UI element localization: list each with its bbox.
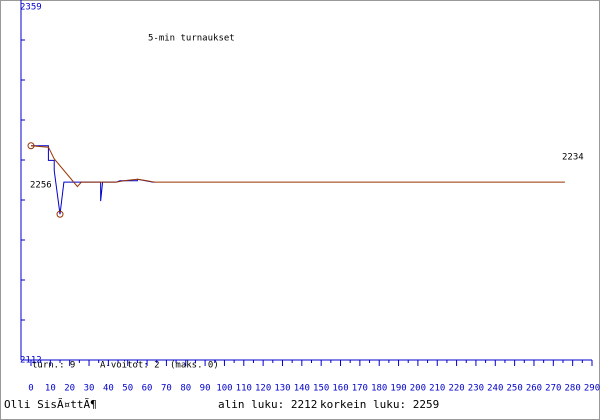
x-tick-label: 220 — [448, 384, 464, 394]
x-tick-label: 110 — [236, 384, 252, 394]
x-tick-label: 130 — [274, 384, 290, 394]
footer-high: korkein luku: 2259 — [320, 398, 439, 411]
x-tick-label: 0 — [28, 384, 33, 394]
series-line — [30, 145, 565, 188]
series-line — [31, 145, 155, 215]
x-tick-label: 280 — [565, 384, 581, 394]
chart-title: 5-min turnaukset — [148, 34, 235, 44]
y-tick-label: 2359 — [20, 3, 42, 13]
x-tick-label: 140 — [294, 384, 310, 394]
stat: A-voitot: 2 — [100, 361, 160, 371]
x-tick-label: 230 — [468, 384, 484, 394]
extreme-marker — [27, 142, 35, 150]
stat: turn.: 9 — [32, 361, 75, 371]
annotation: 2234 — [562, 153, 584, 163]
annotation: 2256 — [30, 181, 52, 191]
x-tick-label: 150 — [313, 384, 329, 394]
x-tick-label: 260 — [526, 384, 542, 394]
x-tick-label: 120 — [255, 384, 271, 394]
x-tick-label: 50 — [122, 384, 133, 394]
x-tick-label: 70 — [161, 384, 172, 394]
x-tick-label: 240 — [487, 384, 503, 394]
extreme-marker — [56, 210, 64, 218]
footer-low: alin luku: 2212 — [218, 398, 317, 411]
x-tick-label: 170 — [352, 384, 368, 394]
x-tick-label: 10 — [45, 384, 56, 394]
x-tick-label: 40 — [103, 384, 114, 394]
x-tick-label: 30 — [84, 384, 95, 394]
x-tick-label: 180 — [371, 384, 387, 394]
x-tick-label: 160 — [332, 384, 348, 394]
x-tick-label: 200 — [410, 384, 426, 394]
x-tick-label: 250 — [506, 384, 522, 394]
x-tick-label: 190 — [390, 384, 406, 394]
x-tick-label: 100 — [216, 384, 232, 394]
x-tick-label: 270 — [545, 384, 561, 394]
footer-author: Olli SisÃ¤ttÃ¶ — [4, 398, 97, 411]
x-tick-label: 80 — [180, 384, 191, 394]
x-tick-label: 20 — [64, 384, 75, 394]
x-tick-label: 290 — [584, 384, 600, 394]
y-axis-ticks — [21, 39, 25, 321]
x-tick-label: 60 — [142, 384, 153, 394]
x-tick-label: 90 — [200, 384, 211, 394]
stat: (maks. 0) — [170, 361, 219, 371]
x-tick-label: 210 — [429, 384, 445, 394]
